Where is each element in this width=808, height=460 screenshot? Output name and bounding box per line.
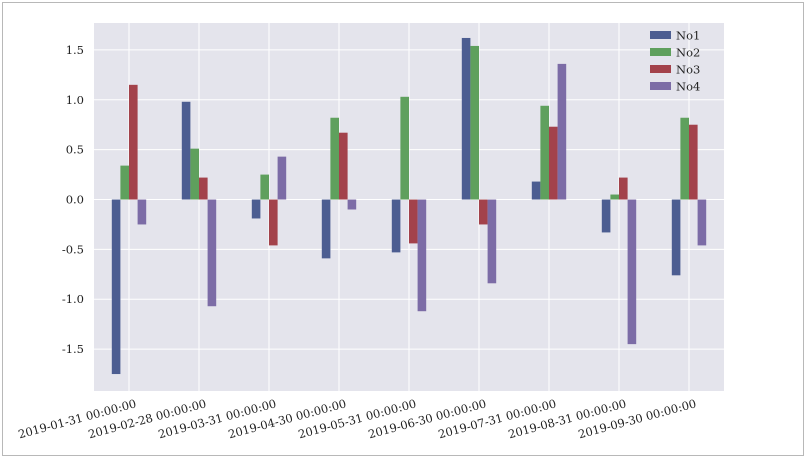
bar-no2-8 [680,117,689,200]
bar-no2-0 [120,165,129,200]
bar-no3-8 [689,124,698,200]
bar-no3-1 [199,177,208,200]
bar-no3-6 [549,126,558,200]
bar-no1-8 [671,199,681,276]
bar-no3-3 [339,132,348,200]
y-tick-label: -0.5 [62,242,84,256]
bar-no3-7 [619,177,628,200]
y-tick-label: 1.5 [66,43,84,57]
y-tick-label: 0.0 [66,193,84,207]
legend-label-no1: No1 [676,29,700,43]
y-tick-label: 0.5 [66,143,84,157]
bar-no1-4 [391,199,401,253]
bar-no1-7 [601,199,611,233]
legend-swatch-no1 [650,31,671,39]
y-tick-label: -1.0 [62,292,84,306]
bar-no2-3 [330,117,339,200]
y-tick-labels: 1.5 1.0 0.5 0.0 -0.5 -1.0 -1.5 [62,43,84,356]
bar-no1-6 [531,181,541,200]
bar-no2-7 [610,194,619,200]
bars [111,37,707,375]
legend-label-no3: No3 [676,63,700,77]
bar-no2-1 [190,148,199,200]
bar-no4-5 [487,199,497,284]
legend-label-no4: No4 [676,80,700,94]
legend-swatch-no3 [650,65,671,73]
bar-no4-8 [697,199,707,246]
bar-no1-2 [251,199,261,219]
bar-no2-4 [400,96,409,200]
figure-frame [2,2,804,456]
bar-no4-1 [207,199,217,307]
bar-no4-7 [627,199,637,345]
legend-swatch-no2 [650,48,671,56]
bar-no2-5 [470,45,479,200]
bar-no2-2 [260,174,269,200]
bar-no4-4 [417,199,427,312]
legend: No1 No2 No3 No4 [650,29,700,94]
y-tick-label: -1.5 [62,342,84,356]
bar-no1-0 [111,199,121,375]
legend-swatch-no4 [650,82,671,90]
bar-no4-3 [347,199,357,210]
bar-no1-3 [321,199,331,259]
bar-no3-5 [479,199,488,225]
bar-no3-2 [269,199,278,246]
bar-no2-6 [540,105,549,200]
bar-no4-0 [137,199,147,225]
bar-no3-4 [409,199,418,244]
bar-no4-6 [557,63,567,200]
bar-no1-1 [181,101,191,200]
bar-no3-0 [129,84,138,200]
x-tick-label: 2019-09-30 00:00:00 [577,396,698,441]
y-tick-label: 1.0 [66,93,84,107]
legend-label-no2: No2 [676,46,700,60]
bar-no1-5 [461,37,471,200]
bar-no4-2 [277,156,287,200]
